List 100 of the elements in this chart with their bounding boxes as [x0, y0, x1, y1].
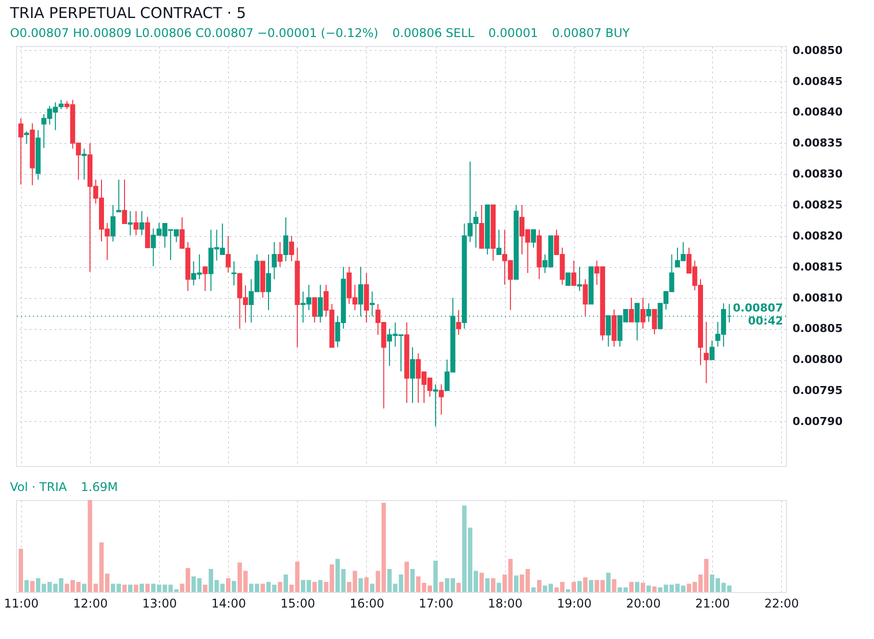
bar [646, 586, 651, 592]
candlestick [577, 266, 582, 292]
candlestick [272, 242, 277, 280]
candlestick [231, 260, 236, 286]
candlestick [278, 242, 283, 268]
bar [640, 582, 646, 592]
y-tick-label: 0.00840 [792, 106, 843, 119]
y-tick-label: 0.00800 [792, 353, 843, 366]
bar [30, 580, 35, 592]
bar [514, 575, 518, 592]
bar [24, 580, 29, 592]
bar [202, 584, 208, 592]
candlestick [640, 297, 646, 330]
y-tick-label: 0.00835 [792, 136, 843, 150]
x-tick-label: 22:00 [764, 596, 799, 610]
candlestick [128, 210, 133, 236]
text: O0.00807 H0.00809 L0.00806 C0.00807 −0.00001 (−0.12%) [10, 26, 378, 40]
x-tick-label: 11:00 [4, 596, 39, 610]
bar [606, 572, 611, 592]
candlestick [202, 266, 208, 292]
candlestick [530, 229, 536, 248]
y-tick-label: 0.00845 [792, 74, 843, 88]
candlestick [704, 321, 709, 384]
bar [232, 580, 236, 592]
bar [537, 580, 542, 592]
candlestick [134, 210, 139, 236]
candlestick [456, 310, 462, 336]
bar [410, 569, 415, 592]
candlestick [110, 204, 116, 242]
bar [140, 584, 144, 592]
candlestick [582, 278, 588, 317]
bar [358, 578, 363, 592]
y-tick-label: 0.00830 [792, 168, 843, 181]
text: 0.00001 [488, 26, 538, 40]
x-tick-label: 15:00 [280, 596, 316, 610]
bar [318, 580, 323, 592]
bar [82, 584, 86, 592]
candlestick [652, 309, 657, 335]
bar [652, 586, 657, 592]
candlestick [266, 254, 272, 311]
y-tick-label: 0.00810 [792, 291, 843, 304]
series-label: Vol · TRIA [10, 480, 67, 494]
bar [433, 560, 438, 592]
bar [490, 578, 496, 592]
bar [404, 562, 409, 592]
text: 0.00806 SELL [392, 26, 474, 40]
candlestick [82, 148, 87, 180]
candlestick [226, 235, 231, 273]
candlestick [24, 130, 30, 144]
candlestick [410, 346, 416, 404]
bar [370, 584, 374, 592]
x-tick-label: 17:00 [418, 596, 454, 610]
y-tick-label: 0.00805 [792, 322, 843, 336]
x-tick-label: 18:00 [488, 596, 522, 610]
bar [496, 582, 502, 592]
candlestick [496, 229, 502, 255]
candlestick [139, 210, 144, 236]
bar [226, 578, 230, 592]
bar [134, 584, 138, 592]
bar [145, 584, 150, 592]
candlestick [122, 179, 128, 224]
x-tick-label: 16:00 [350, 596, 384, 610]
bar [566, 589, 570, 592]
y-tick-label: 0.00820 [792, 229, 843, 242]
x-tick-label: 14:00 [211, 596, 246, 610]
bar [634, 582, 640, 592]
x-tick-label: 20:00 [626, 596, 661, 610]
text: 1.69M [80, 480, 118, 494]
candlestick [566, 272, 571, 286]
bar [485, 578, 490, 592]
bar [260, 584, 265, 592]
bar [577, 580, 582, 592]
bar [612, 579, 616, 592]
bar [479, 572, 484, 592]
x-tick-label: 21:00 [695, 596, 730, 610]
bar [572, 582, 576, 592]
candlestick [571, 260, 576, 286]
ref-line-label: 0.00807 00:42 [732, 301, 783, 328]
bar [364, 577, 369, 592]
candlestick [116, 179, 122, 212]
y-tick-label: 0.00795 [792, 384, 843, 398]
bar [588, 580, 594, 592]
bar [456, 582, 461, 592]
text: 0.00807 BUY [552, 26, 630, 40]
bar [312, 582, 317, 592]
bar [128, 584, 132, 592]
bar [278, 582, 282, 592]
candlestick [18, 118, 24, 186]
x-tick-label: 12:00 [73, 596, 108, 610]
candlestick [710, 340, 715, 360]
chart-title: TRIA PERPETUAL CONTRACT · 5 [10, 4, 247, 22]
candlestick [438, 384, 444, 416]
bar [629, 582, 634, 592]
bar [284, 574, 288, 592]
x-tick-label: 19:00 [557, 596, 592, 610]
candlestick [433, 384, 438, 427]
y-tick-label: 0.00825 [792, 198, 843, 212]
candlestick [283, 216, 288, 262]
y-tick-label: 0.00815 [792, 260, 843, 274]
x-tick-label: 13:00 [142, 596, 177, 610]
